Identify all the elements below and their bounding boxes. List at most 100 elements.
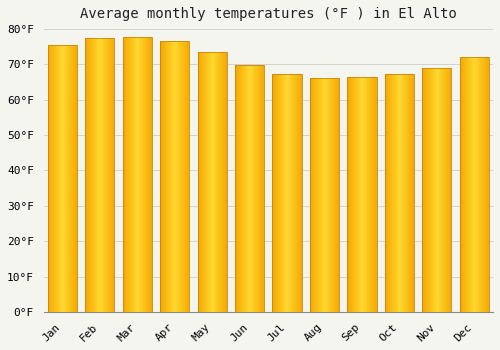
Bar [257, 65, 258, 312]
Bar [147, 37, 148, 312]
Bar [259, 65, 260, 312]
Bar [288, 74, 290, 312]
Bar [160, 41, 190, 312]
Bar [385, 74, 386, 312]
Bar [50, 44, 51, 312]
Bar [136, 37, 138, 312]
Bar [313, 78, 314, 312]
Bar [431, 68, 432, 312]
Bar [330, 78, 331, 312]
Bar [285, 74, 286, 312]
Bar [276, 74, 277, 312]
Bar [483, 57, 484, 312]
Bar [280, 74, 281, 312]
Bar [359, 77, 360, 312]
Bar [240, 65, 241, 312]
Bar [353, 77, 354, 312]
Bar [486, 57, 488, 312]
Bar [143, 37, 144, 312]
Bar [424, 68, 425, 312]
Bar [74, 44, 75, 312]
Bar [244, 65, 246, 312]
Bar [66, 44, 67, 312]
Bar [135, 37, 136, 312]
Bar [287, 74, 288, 312]
Bar [470, 57, 472, 312]
Bar [248, 65, 249, 312]
Bar [222, 52, 223, 312]
Bar [251, 65, 252, 312]
Bar [126, 37, 127, 312]
Bar [85, 38, 86, 312]
Bar [107, 38, 108, 312]
Bar [326, 78, 328, 312]
Bar [92, 38, 94, 312]
Bar [388, 74, 389, 312]
Bar [243, 65, 244, 312]
Bar [334, 78, 335, 312]
Bar [412, 74, 414, 312]
Bar [390, 74, 392, 312]
Bar [439, 68, 440, 312]
Bar [360, 77, 362, 312]
Bar [201, 52, 202, 312]
Bar [410, 74, 411, 312]
Bar [296, 74, 298, 312]
Bar [180, 41, 182, 312]
Bar [218, 52, 219, 312]
Bar [468, 57, 469, 312]
Bar [165, 41, 166, 312]
Bar [238, 65, 240, 312]
Bar [103, 38, 104, 312]
Bar [171, 41, 172, 312]
Bar [272, 74, 273, 312]
Bar [358, 77, 359, 312]
Bar [273, 74, 274, 312]
Bar [48, 44, 77, 312]
Bar [445, 68, 446, 312]
Bar [144, 37, 146, 312]
Bar [97, 38, 98, 312]
Bar [207, 52, 208, 312]
Bar [432, 68, 433, 312]
Bar [480, 57, 481, 312]
Bar [235, 65, 236, 312]
Bar [428, 68, 429, 312]
Bar [324, 78, 326, 312]
Bar [295, 74, 296, 312]
Bar [178, 41, 179, 312]
Bar [177, 41, 178, 312]
Bar [294, 74, 295, 312]
Bar [403, 74, 404, 312]
Bar [329, 78, 330, 312]
Bar [385, 74, 414, 312]
Bar [422, 68, 452, 312]
Bar [351, 77, 352, 312]
Bar [113, 38, 114, 312]
Bar [63, 44, 64, 312]
Bar [226, 52, 227, 312]
Bar [99, 38, 100, 312]
Bar [236, 65, 237, 312]
Bar [76, 44, 77, 312]
Bar [85, 38, 114, 312]
Bar [474, 57, 475, 312]
Bar [316, 78, 317, 312]
Bar [408, 74, 409, 312]
Bar [425, 68, 426, 312]
Bar [402, 74, 403, 312]
Bar [56, 44, 58, 312]
Bar [409, 74, 410, 312]
Bar [450, 68, 451, 312]
Bar [429, 68, 430, 312]
Bar [124, 37, 125, 312]
Bar [422, 68, 423, 312]
Bar [366, 77, 367, 312]
Bar [122, 37, 152, 312]
Bar [67, 44, 68, 312]
Bar [151, 37, 152, 312]
Bar [224, 52, 226, 312]
Bar [235, 65, 264, 312]
Bar [406, 74, 408, 312]
Bar [400, 74, 401, 312]
